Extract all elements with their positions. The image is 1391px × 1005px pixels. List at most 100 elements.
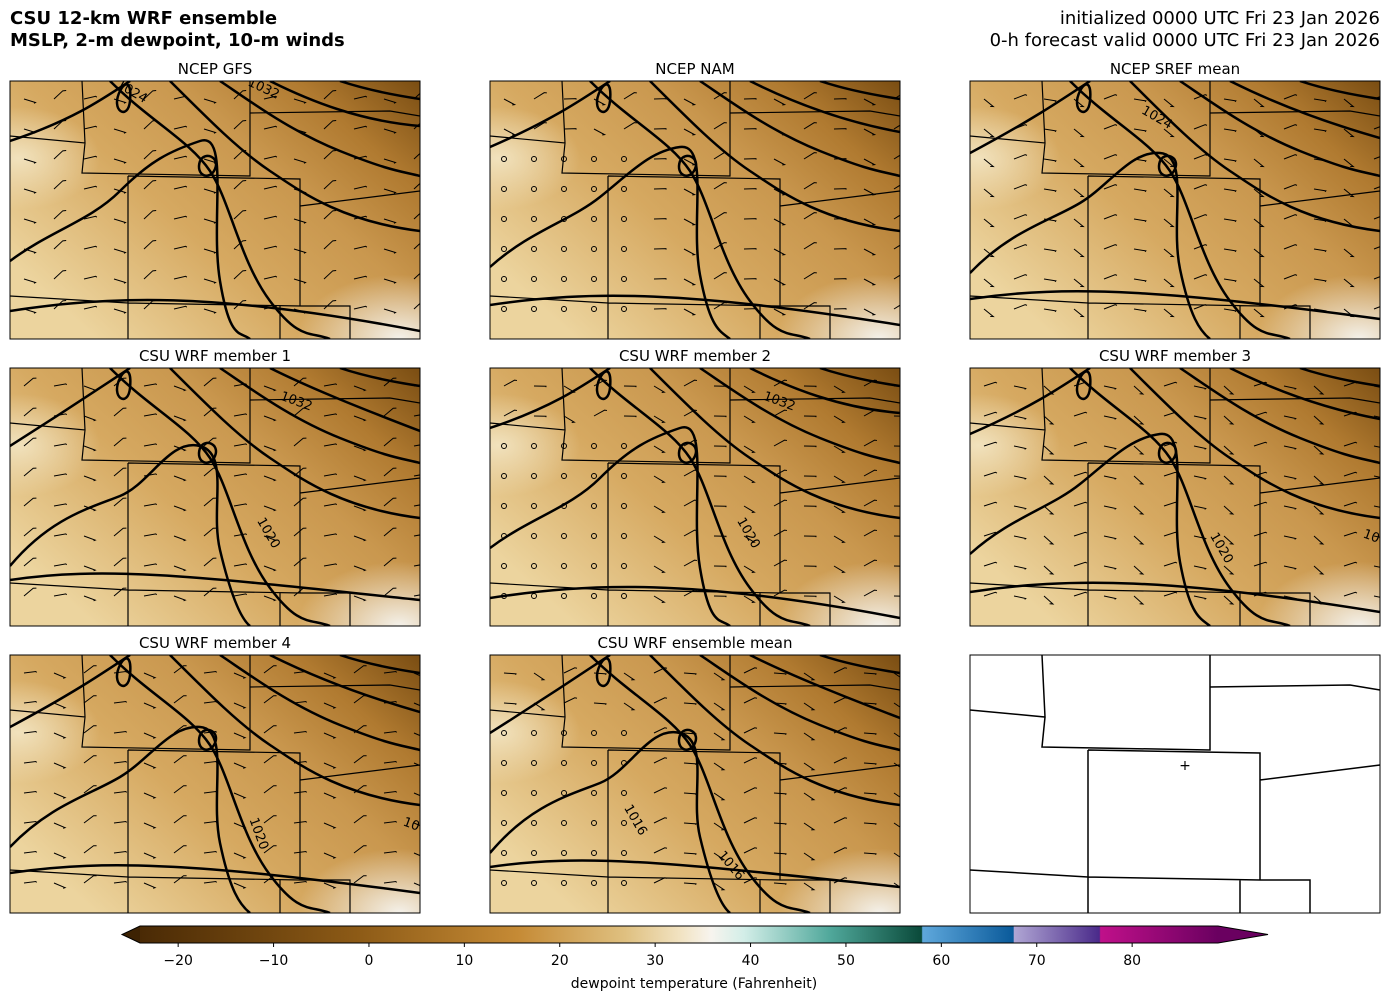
wind-barb <box>1163 248 1175 258</box>
wind-barb <box>863 852 877 855</box>
map-frame <box>489 367 901 627</box>
wind-barb <box>653 697 668 704</box>
wind-barb <box>773 732 787 735</box>
wind-barb <box>1373 505 1380 508</box>
isobar <box>595 657 612 688</box>
wind-barb <box>1073 591 1088 597</box>
wind-barb <box>323 89 337 100</box>
wind-barb <box>1223 278 1237 283</box>
wind-barb <box>1013 445 1027 450</box>
wind-barb <box>773 469 787 477</box>
wind-barb <box>1223 505 1235 515</box>
wind-barb <box>83 505 97 512</box>
calm-wind <box>501 306 507 312</box>
wind-barb <box>893 702 900 708</box>
wind-barb <box>1283 274 1298 280</box>
wind-barb <box>833 877 848 884</box>
wind-barb <box>893 304 900 310</box>
wind-barb <box>893 184 900 190</box>
wind-barb <box>263 565 277 572</box>
wind-barb <box>1013 505 1027 510</box>
wind-barb <box>1343 591 1358 597</box>
wind-barb <box>743 128 757 130</box>
wind-barb <box>203 587 217 597</box>
panel-title: NCEP GFS <box>178 60 253 78</box>
wind-barb <box>113 587 127 597</box>
wind-barb <box>1073 501 1088 507</box>
wind-barb <box>143 852 157 859</box>
isobar <box>490 81 611 149</box>
wind-barb <box>23 587 37 597</box>
wind-barb <box>803 182 817 190</box>
wind-barb <box>173 535 187 542</box>
wind-barb <box>1043 595 1055 605</box>
calm-wind <box>501 503 507 509</box>
wind-barb <box>1013 415 1027 420</box>
isobar <box>970 368 1091 436</box>
wind-barb <box>1193 184 1208 190</box>
wind-barb <box>233 269 247 280</box>
wind-barb <box>293 308 307 314</box>
wind-barb <box>53 672 67 679</box>
wind-barb <box>1373 475 1380 478</box>
wind-barb <box>113 821 127 824</box>
wind-barb <box>773 882 787 885</box>
calm-wind <box>561 503 567 509</box>
tick-label: 30 <box>646 953 664 969</box>
calm-wind <box>591 503 597 509</box>
wind-barb <box>713 505 727 508</box>
isobar <box>1157 441 1178 464</box>
wind-barb <box>833 565 846 573</box>
wind-barb <box>503 409 517 417</box>
wind-barb <box>863 732 877 735</box>
wind-barb <box>653 218 667 220</box>
wind-barb <box>833 757 848 764</box>
wind-barb <box>863 529 877 537</box>
wind-barb <box>263 695 277 704</box>
wind-barb <box>653 188 667 190</box>
calm-wind <box>561 443 567 449</box>
wind-barb <box>833 727 848 734</box>
wind-barb <box>113 278 127 284</box>
wind-barb <box>713 445 727 448</box>
wind-barb <box>593 672 607 675</box>
calm-wind <box>561 186 567 192</box>
wind-barb <box>323 822 337 829</box>
state-borders <box>969 654 1381 913</box>
wind-barb <box>23 128 37 134</box>
calm-wind <box>561 276 567 282</box>
wind-barb <box>1373 415 1380 418</box>
wind-barb <box>143 239 157 250</box>
wind-barb <box>1373 246 1380 250</box>
wind-barb <box>653 308 667 310</box>
wind-barb <box>23 701 37 704</box>
calm-wind <box>621 533 627 539</box>
wind-barb <box>1073 561 1088 567</box>
wind-barb <box>23 188 37 194</box>
wind-barb <box>1103 595 1117 600</box>
wind-barb <box>863 559 877 567</box>
wind-barb <box>1133 158 1147 163</box>
wind-barb <box>743 445 756 453</box>
wind-barb <box>383 821 397 824</box>
wind-barb <box>683 559 697 567</box>
wind-barb <box>383 188 397 194</box>
calm-wind <box>531 820 537 826</box>
calm-wind <box>561 790 567 796</box>
wind-barb <box>1163 531 1178 537</box>
wind-barb <box>383 407 397 417</box>
wind-barb <box>1343 128 1355 138</box>
wind-barb <box>863 308 877 316</box>
wind-barb <box>503 379 517 387</box>
wind-barb <box>83 665 97 674</box>
wind-barb <box>323 792 337 799</box>
wind-barb <box>113 497 127 507</box>
wind-barb <box>113 467 127 477</box>
wind-barb <box>263 415 277 422</box>
wind-barb <box>203 218 217 224</box>
wind-barb <box>1313 415 1325 425</box>
isobar <box>339 81 420 101</box>
wind-barb <box>1193 214 1208 220</box>
wind-barb <box>653 667 668 674</box>
